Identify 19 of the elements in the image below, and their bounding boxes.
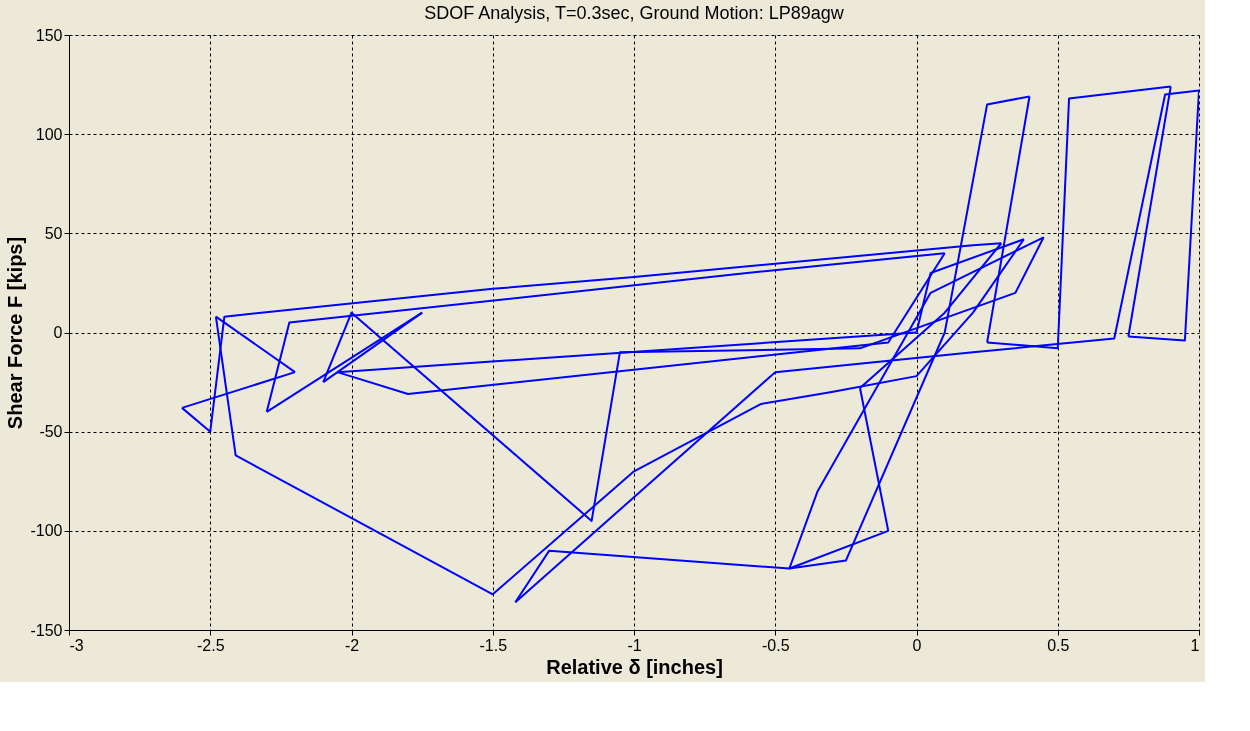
y-tick-label: 0	[53, 324, 63, 341]
y-tick-label: -150	[30, 621, 63, 639]
x-tick-label: -2.5	[196, 636, 225, 654]
y-axis-title: Shear Force F [kips]	[4, 236, 27, 430]
x-tick-label: -0.5	[761, 636, 790, 654]
y-tick-label: 150	[35, 26, 63, 44]
x-tick-label: -3	[69, 636, 84, 654]
x-tick-label: -1	[627, 636, 642, 654]
y-tick-label: 50	[44, 224, 63, 242]
x-tick-label: 0	[912, 636, 922, 654]
y-tick-label: -100	[30, 522, 63, 540]
chart-title: SDOF Analysis, T=0.3sec, Ground Motion: LP89agw	[424, 3, 845, 23]
x-tick-label: -1.5	[479, 636, 508, 654]
y-tick-label: -50	[39, 423, 63, 441]
y-tick-label: 100	[35, 125, 63, 143]
x-tick-label: 0.5	[1047, 636, 1070, 654]
x-tick-label: 1	[1190, 636, 1200, 654]
x-axis-title: Relative δ [inches]	[546, 655, 723, 678]
x-tick-label: -2	[344, 636, 360, 654]
